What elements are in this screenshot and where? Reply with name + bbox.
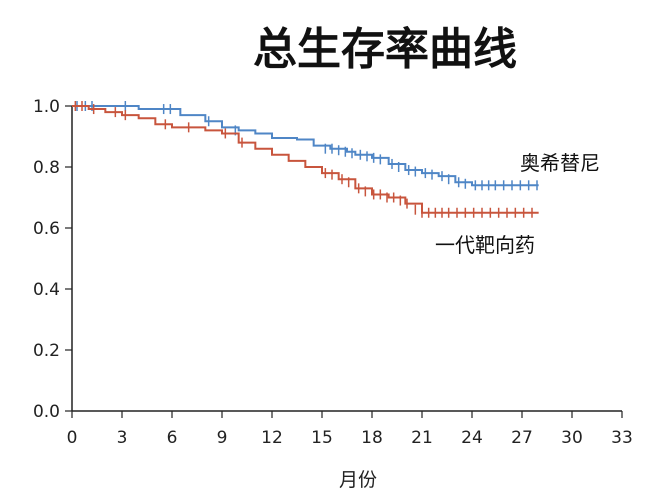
- chart-title: 总生存率曲线: [253, 24, 517, 75]
- x-tick-label: 3: [117, 428, 128, 448]
- x-axis-title: 月份: [339, 469, 377, 491]
- x-tick-label: 6: [167, 428, 178, 448]
- y-tick-label: 0.2: [33, 341, 60, 361]
- y-tick-label: 0.8: [33, 158, 60, 178]
- y-tick-label: 0.6: [33, 219, 60, 239]
- series-layer: [72, 101, 539, 218]
- x-tick-label: 24: [461, 428, 483, 448]
- y-tick-label: 0.4: [33, 280, 60, 300]
- series-line-0: [72, 105, 539, 187]
- x-tick-label: 18: [361, 428, 383, 448]
- y-tick-label: 1.0: [33, 97, 60, 117]
- x-tick-label: 27: [511, 428, 533, 448]
- series-label-osimertinib: 奥希替尼: [520, 151, 600, 175]
- x-tick-label: 12: [261, 428, 283, 448]
- x-tick-label: 30: [561, 428, 583, 448]
- x-tick-label: 9: [217, 428, 228, 448]
- x-tick-label: 0: [67, 428, 78, 448]
- axes: 0 3 6 9 12 15 18 21 24 27 30 33 0.0 0.2 0.4 0.6 0.8 1.0: [33, 97, 633, 448]
- x-tick-label: 33: [611, 428, 633, 448]
- x-tick-label: 21: [411, 428, 433, 448]
- series-label-first-gen-tki: 一代靶向药: [435, 233, 535, 257]
- y-tick-label: 0.0: [33, 402, 60, 422]
- x-tick-label: 15: [311, 428, 333, 448]
- series-line-1: [72, 105, 539, 214]
